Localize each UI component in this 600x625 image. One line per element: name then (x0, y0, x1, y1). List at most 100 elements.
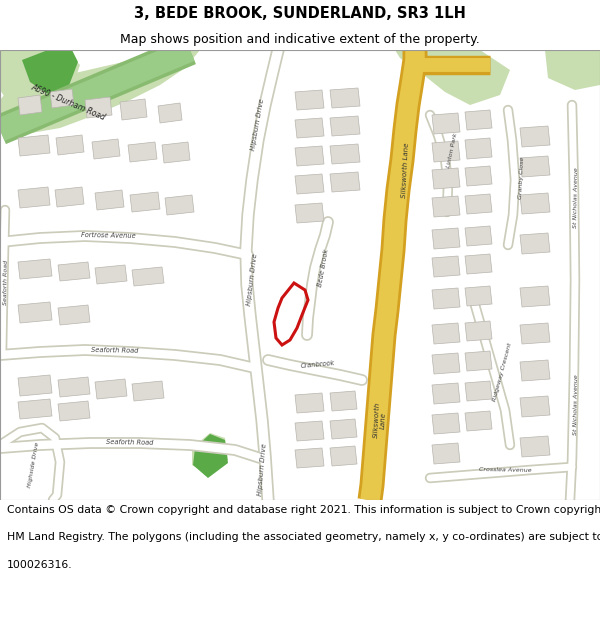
Polygon shape (132, 381, 164, 401)
Polygon shape (295, 448, 324, 468)
Polygon shape (432, 288, 460, 309)
Polygon shape (18, 259, 52, 279)
Text: Contains OS data © Crown copyright and database right 2021. This information is : Contains OS data © Crown copyright and d… (7, 505, 600, 515)
Polygon shape (295, 118, 324, 138)
Polygon shape (330, 391, 357, 411)
Polygon shape (465, 194, 492, 214)
Text: Map shows position and indicative extent of the property.: Map shows position and indicative extent… (120, 32, 480, 46)
Text: Hipsburn Drive: Hipsburn Drive (250, 99, 266, 151)
Polygon shape (330, 144, 360, 164)
Polygon shape (0, 50, 80, 110)
Polygon shape (120, 99, 147, 120)
Polygon shape (520, 156, 550, 177)
Polygon shape (465, 226, 492, 246)
Polygon shape (465, 351, 492, 371)
Text: 100026316.: 100026316. (7, 560, 73, 570)
Polygon shape (465, 381, 492, 401)
Polygon shape (432, 228, 460, 249)
Polygon shape (545, 50, 600, 90)
Polygon shape (465, 321, 492, 341)
Polygon shape (56, 135, 84, 155)
Text: Fortrose Avenue: Fortrose Avenue (80, 231, 136, 239)
Polygon shape (92, 139, 120, 159)
Polygon shape (295, 90, 324, 110)
Text: Silksworth Lane: Silksworth Lane (401, 142, 409, 198)
Polygon shape (432, 353, 460, 374)
Text: Granby Close: Granby Close (518, 157, 526, 199)
Text: Ridgeway Crescent: Ridgeway Crescent (492, 342, 512, 402)
Polygon shape (22, 50, 78, 94)
Text: Cranbrook: Cranbrook (301, 361, 335, 369)
Polygon shape (128, 142, 157, 162)
Polygon shape (50, 89, 74, 108)
Polygon shape (465, 411, 492, 431)
Polygon shape (295, 393, 324, 413)
Polygon shape (95, 265, 127, 284)
Polygon shape (132, 267, 164, 286)
Polygon shape (130, 192, 160, 212)
Polygon shape (520, 360, 550, 381)
Polygon shape (18, 135, 50, 156)
Text: St Nicholas Avenue: St Nicholas Avenue (573, 374, 579, 436)
Text: 3, BEDE BROOK, SUNDERLAND, SR3 1LH: 3, BEDE BROOK, SUNDERLAND, SR3 1LH (134, 6, 466, 21)
Polygon shape (192, 433, 228, 475)
Text: A690 - Durham Road: A690 - Durham Road (29, 82, 107, 122)
Text: Silksworth
Lane: Silksworth Lane (373, 401, 388, 439)
Polygon shape (432, 443, 460, 464)
Polygon shape (0, 50, 200, 135)
Polygon shape (465, 138, 492, 159)
Text: Seaforth Road: Seaforth Road (3, 259, 9, 304)
Polygon shape (520, 286, 550, 307)
Polygon shape (295, 174, 324, 194)
Polygon shape (432, 383, 460, 404)
Polygon shape (55, 187, 84, 207)
Polygon shape (158, 103, 182, 123)
Polygon shape (18, 187, 50, 208)
Polygon shape (520, 396, 550, 417)
Polygon shape (330, 446, 357, 466)
Polygon shape (330, 88, 360, 108)
Text: St Nicholas Avenue: St Nicholas Avenue (573, 168, 579, 228)
Polygon shape (330, 116, 360, 136)
Polygon shape (520, 193, 550, 214)
Polygon shape (295, 203, 324, 223)
Polygon shape (58, 305, 90, 325)
Text: Seaforth Road: Seaforth Road (91, 347, 139, 353)
Polygon shape (520, 436, 550, 457)
Polygon shape (162, 142, 190, 163)
Text: Highside Drive: Highside Drive (28, 442, 40, 488)
Polygon shape (432, 256, 460, 277)
Polygon shape (58, 377, 90, 397)
Polygon shape (295, 146, 324, 166)
Polygon shape (432, 168, 460, 189)
Polygon shape (85, 97, 112, 118)
Polygon shape (58, 262, 90, 281)
Polygon shape (395, 50, 510, 105)
Text: HM Land Registry. The polygons (including the associated geometry, namely x, y c: HM Land Registry. The polygons (includin… (7, 532, 600, 542)
Text: Hipsburn Drive: Hipsburn Drive (257, 444, 267, 496)
Polygon shape (193, 434, 228, 478)
Polygon shape (432, 113, 460, 134)
Polygon shape (465, 286, 492, 306)
Polygon shape (95, 379, 127, 399)
Polygon shape (432, 141, 460, 162)
Text: Seaforth Road: Seaforth Road (106, 439, 154, 446)
Polygon shape (520, 233, 550, 254)
Polygon shape (330, 419, 357, 439)
Text: Crosslea Avenue: Crosslea Avenue (479, 467, 532, 473)
Polygon shape (465, 166, 492, 186)
Polygon shape (18, 95, 42, 115)
Polygon shape (165, 195, 194, 215)
Polygon shape (330, 172, 360, 192)
Polygon shape (295, 421, 324, 441)
Polygon shape (95, 190, 124, 210)
Polygon shape (432, 413, 460, 434)
Polygon shape (520, 126, 550, 147)
Polygon shape (520, 323, 550, 344)
Text: Bede Brook: Bede Brook (317, 249, 329, 288)
Polygon shape (18, 399, 52, 419)
Polygon shape (465, 110, 492, 130)
Polygon shape (465, 254, 492, 274)
Text: Hipsburn Drive: Hipsburn Drive (246, 254, 258, 306)
Polygon shape (432, 196, 460, 217)
